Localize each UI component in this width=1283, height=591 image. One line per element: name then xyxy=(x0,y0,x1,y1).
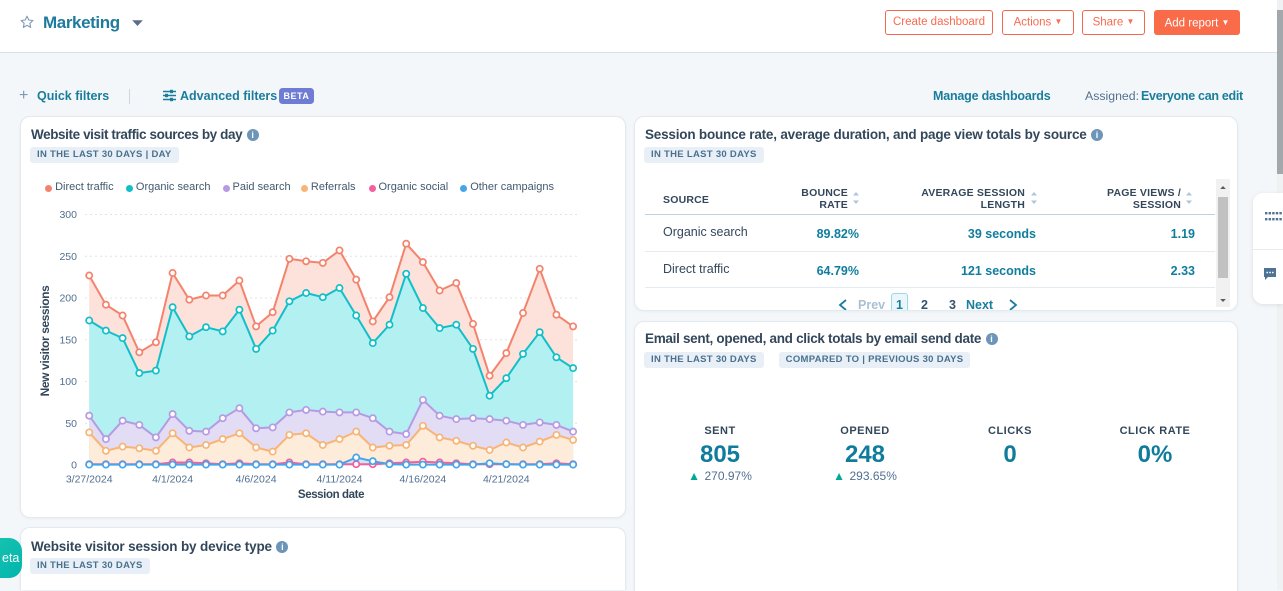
svg-text:4/16/2024: 4/16/2024 xyxy=(400,474,447,486)
svg-text:200: 200 xyxy=(59,293,77,305)
svg-text:150: 150 xyxy=(59,334,77,346)
svg-text:4/11/2024: 4/11/2024 xyxy=(317,474,363,486)
svg-text:4/6/2024: 4/6/2024 xyxy=(236,474,277,486)
svg-text:50: 50 xyxy=(65,418,77,430)
svg-text:3/27/2024: 3/27/2024 xyxy=(66,474,113,486)
svg-text:0: 0 xyxy=(71,460,77,472)
svg-text:300: 300 xyxy=(59,209,77,221)
svg-text:4/21/2024: 4/21/2024 xyxy=(483,474,530,486)
svg-text:New visitor sessions: New visitor sessions xyxy=(38,285,52,396)
svg-text:250: 250 xyxy=(59,251,77,263)
svg-text:Session date: Session date xyxy=(298,489,364,501)
svg-text:4/1/2024: 4/1/2024 xyxy=(152,474,193,486)
svg-text:100: 100 xyxy=(59,376,77,388)
